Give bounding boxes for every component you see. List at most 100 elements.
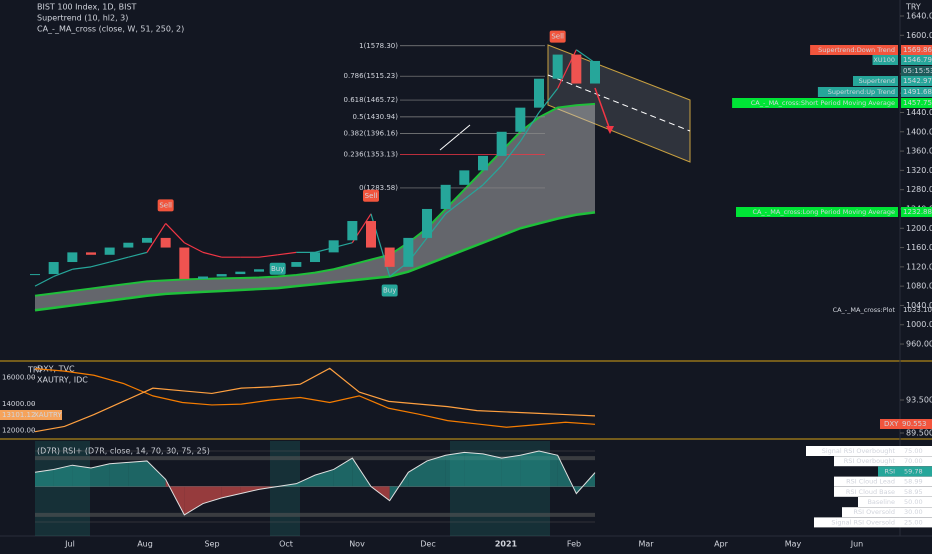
fib-label: 0.786(1515.23) <box>344 72 399 80</box>
xautry-line <box>34 367 596 433</box>
candle <box>254 269 264 272</box>
candle <box>347 221 358 241</box>
candle <box>515 107 526 132</box>
candle <box>571 54 582 84</box>
rsi-fill <box>464 452 483 487</box>
tag-value: 1033.10 <box>903 306 932 314</box>
tag-name-bg <box>817 87 898 97</box>
supertrend <box>90 261 110 268</box>
price-tag <box>901 55 932 65</box>
rsi-tag-bg <box>834 486 932 497</box>
price-tag <box>901 207 932 217</box>
rsi-fill <box>296 475 315 487</box>
candle <box>123 242 134 248</box>
tag-value: 1232.88 <box>903 208 932 216</box>
candle <box>590 60 600 84</box>
rsi-fill <box>539 451 558 487</box>
rsi-fill <box>203 486 222 504</box>
tag-value: 25.00 <box>904 518 923 526</box>
candle <box>552 54 563 79</box>
signal-text: Sell <box>365 192 378 200</box>
y-tick-label: 1000.00 <box>906 320 932 329</box>
supertrend <box>109 256 129 263</box>
y-tick-label: 14000.00 <box>2 400 35 408</box>
symbol: BIST 100 Index, 1D, BIST <box>37 3 137 12</box>
tag-value: 58.95 <box>904 488 923 496</box>
tag-name: Supertrend:Down Trend <box>818 46 895 54</box>
tag-name: RSI Oversold <box>853 508 895 516</box>
tag-name-bg <box>853 76 898 86</box>
rsi-fill <box>427 455 446 487</box>
candle <box>384 247 395 267</box>
rsi-fill <box>333 458 353 487</box>
tag-name: RSI Cloud Lead <box>846 478 895 486</box>
tag-name-bg <box>872 55 898 65</box>
supertrend <box>519 112 540 142</box>
tag-name: CA_-_MA_cross:Plot <box>833 306 896 314</box>
tag-value: 13101.12 <box>2 411 35 419</box>
signal-badge <box>363 189 379 202</box>
trend-line <box>439 124 471 151</box>
supertrend <box>445 198 465 215</box>
x-tick-label: Feb <box>567 540 581 549</box>
tag-value: 1542.97 <box>903 77 932 85</box>
candle <box>403 237 414 267</box>
y-tick-label: 1360.00 <box>906 147 932 156</box>
supertrend <box>128 251 148 258</box>
y-tick-label: 960.00 <box>906 340 932 349</box>
rsi-fill <box>240 486 259 494</box>
fib-label: 0(1283.58) <box>359 184 398 192</box>
rsi-tag-bg <box>834 476 932 487</box>
tag-value: 1546.79 <box>903 56 932 64</box>
tag-name-bg <box>810 45 898 55</box>
fib-label: 0.236(1353.13) <box>344 150 399 158</box>
price-tag <box>901 45 932 55</box>
tag-name: Signal RSI Overbought <box>822 447 896 455</box>
y-tick-label: 1600.00 <box>906 31 932 40</box>
y-tick-label: 1120.00 <box>906 262 932 271</box>
y-tick-label: 1280.00 <box>906 185 932 194</box>
rsi-fill <box>128 460 147 487</box>
price-tag <box>901 66 932 76</box>
ma-cloud <box>35 103 595 311</box>
x-tick-label: Mar <box>638 540 654 549</box>
fib-label: 0.382(1396.16) <box>344 130 399 138</box>
tag-name: RSI Overbought <box>844 457 896 465</box>
rsi-fill <box>483 453 502 487</box>
rsi-tag-bg <box>842 507 932 518</box>
tag-name: Baseline <box>867 498 895 506</box>
arrow <box>594 87 611 131</box>
y-tick-label: 1440.00 <box>906 108 932 117</box>
supertrend <box>277 251 297 256</box>
candle <box>422 208 432 238</box>
tag-value: 30.00 <box>904 508 923 516</box>
candle <box>328 240 339 253</box>
legend: DXY, TVC <box>37 365 75 374</box>
candle <box>366 221 376 248</box>
signal-badge <box>157 199 174 212</box>
tag-value: 50.00 <box>904 498 923 506</box>
supertrend <box>258 254 278 258</box>
rsi-fill <box>72 465 91 487</box>
candle <box>216 274 227 277</box>
candle <box>459 170 470 185</box>
tag-name: DXY <box>884 420 899 428</box>
signal-text: Sell <box>551 33 564 41</box>
candle <box>30 274 40 276</box>
fib-label: 1(1578.30) <box>359 42 398 50</box>
tag-value: 1491.68 <box>903 88 932 96</box>
candle <box>534 78 544 108</box>
tag-name: Signal RSI Oversold <box>831 518 895 526</box>
x-tick-label: Aug <box>137 540 153 549</box>
fib-label: 0.618(1465.72) <box>344 96 399 104</box>
rsi-fill <box>501 455 521 487</box>
supertrend <box>463 184 484 200</box>
channel-mid <box>547 74 691 132</box>
candle <box>86 252 96 255</box>
x-tick-label: 2021 <box>495 540 518 549</box>
tag-name: Supertrend:Up Trend <box>828 88 895 96</box>
signal-badge <box>269 262 286 275</box>
supertrend <box>146 223 167 253</box>
signal-badge <box>381 284 398 297</box>
